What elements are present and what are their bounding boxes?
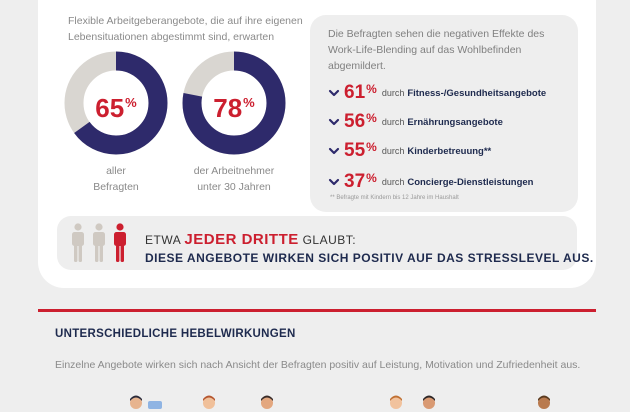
donut-value-unit: %	[243, 95, 255, 110]
effect-value-number: 56	[344, 111, 366, 132]
headline-post: GLAUBT:	[298, 233, 357, 247]
effect-value: 37%	[344, 171, 377, 193]
donut-value-unit: %	[125, 95, 137, 110]
donut-chart-under-30: 78%	[182, 51, 286, 155]
headline-highlight: JEDER DRITTE	[184, 231, 299, 248]
person-illustration	[423, 395, 435, 409]
section-title: UNTERSCHIEDLICHE HEBELWIRKUNGEN	[55, 328, 296, 340]
effect-value-number: 55	[344, 140, 366, 161]
effect-label: Fitness-/Gesundheitsangebote	[407, 87, 547, 99]
effect-value-unit: %	[366, 82, 377, 96]
effect-label: Concierge-Dienstleistungen	[407, 176, 534, 188]
effect-row: 37% durch Concierge-Dienstleistungen	[328, 170, 534, 194]
effect-value-number: 61	[344, 82, 366, 103]
effect-value: 56%	[344, 111, 377, 133]
donut-value-number: 78	[213, 93, 243, 123]
intro-text: Flexible Arbeitgeberangebote, die auf ih…	[68, 15, 303, 43]
caption-line: der Arbeitnehmer	[193, 165, 275, 177]
speech-bubble-icon	[148, 401, 162, 409]
person-icon	[72, 223, 84, 262]
effect-prefix: durch	[381, 177, 405, 187]
caption-line: aller	[106, 165, 126, 177]
section-text: Einzelne Angebote wirken sich nach Ansic…	[55, 359, 581, 371]
every-third-headline: ETWA JEDER DRITTE GLAUBT:	[145, 231, 356, 248]
person-illustration	[538, 395, 550, 409]
every-third-panel: ETWA JEDER DRITTE GLAUBT: DIESE ANGEBOTE…	[57, 216, 593, 270]
donut-ring-all	[64, 51, 168, 155]
effect-prefix: durch	[381, 88, 405, 98]
effect-row: 61% durch Fitness-/Gesundheitsangebote	[328, 81, 546, 105]
chevron-down-icon	[328, 118, 340, 126]
effects-footnote: ** Befragte mit Kindern bis 12 Jahre im …	[330, 195, 459, 201]
donut-fill	[182, 51, 286, 155]
donut-chart-all: 65%	[64, 51, 168, 155]
effect-value-unit: %	[366, 111, 377, 125]
donut-caption-all: aller Befragten	[64, 163, 168, 195]
donut-value: 78%	[182, 88, 286, 123]
effect-value-number: 37	[344, 171, 366, 192]
section-divider	[38, 309, 596, 312]
effects-panel: Die Befragten sehen die negativen Effekt…	[310, 15, 578, 212]
every-third-statement: DIESE ANGEBOTE WIRKEN SICH POSITIV AUF D…	[145, 251, 594, 265]
donut-value-number: 65	[95, 93, 125, 123]
effect-label: Kinderbetreuung**	[407, 145, 492, 157]
effect-value-unit: %	[366, 140, 377, 154]
chevron-down-icon	[328, 89, 340, 97]
person-icon-highlighted	[114, 223, 126, 262]
donut-value: 65%	[64, 88, 168, 123]
effect-value: 55%	[344, 140, 377, 162]
caption-line: Befragten	[93, 181, 139, 193]
effect-row: 55% durch Kinderbetreuung**	[328, 139, 491, 163]
chevron-down-icon	[328, 178, 340, 186]
effect-prefix: durch	[381, 117, 405, 127]
effect-prefix: durch	[381, 146, 405, 156]
caption-line: unter 30 Jahren	[197, 181, 271, 193]
person-figures	[69, 223, 129, 263]
person-illustration	[203, 395, 215, 409]
person-icon	[93, 223, 105, 262]
effect-value-unit: %	[366, 171, 377, 185]
effect-row: 56% durch Ernährungsangebote	[328, 110, 503, 134]
headline-pre: ETWA	[145, 233, 185, 247]
chevron-down-icon	[328, 147, 340, 155]
effect-label: Ernährungsangebote	[407, 116, 503, 128]
donut-ring-under-30	[182, 51, 286, 155]
donut-caption-under-30: der Arbeitnehmer unter 30 Jahren	[176, 163, 292, 195]
person-illustration	[390, 395, 402, 409]
donut-fill	[64, 51, 168, 155]
person-illustration	[130, 395, 142, 409]
effect-value: 61%	[344, 82, 377, 104]
person-illustration	[261, 395, 273, 409]
effects-intro: Die Befragten sehen die negativen Effekt…	[328, 28, 545, 72]
